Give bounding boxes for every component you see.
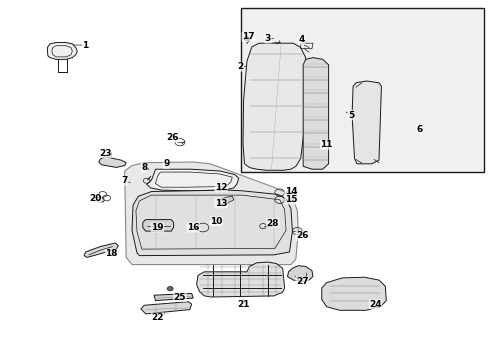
Polygon shape <box>321 277 386 310</box>
Text: 3: 3 <box>264 34 270 43</box>
Polygon shape <box>132 190 292 256</box>
Text: 11: 11 <box>320 140 332 149</box>
Text: 15: 15 <box>284 195 297 204</box>
Text: 14: 14 <box>284 187 297 196</box>
Text: 28: 28 <box>266 219 279 228</box>
Text: 5: 5 <box>347 111 353 120</box>
Polygon shape <box>243 43 306 170</box>
Text: 9: 9 <box>163 159 169 168</box>
Text: 13: 13 <box>214 199 227 208</box>
Text: 21: 21 <box>237 300 249 309</box>
Text: 7: 7 <box>121 176 128 185</box>
Circle shape <box>244 36 249 41</box>
Polygon shape <box>154 293 193 301</box>
Text: 1: 1 <box>82 40 88 49</box>
Polygon shape <box>142 220 173 231</box>
Text: 26: 26 <box>295 231 308 240</box>
Text: 22: 22 <box>151 313 163 322</box>
Polygon shape <box>196 262 284 297</box>
Polygon shape <box>141 302 191 314</box>
Text: 24: 24 <box>368 300 381 309</box>
Text: 19: 19 <box>151 223 163 232</box>
Polygon shape <box>351 81 381 164</box>
Text: 25: 25 <box>173 292 186 302</box>
Text: 26: 26 <box>165 133 178 142</box>
Text: 16: 16 <box>186 223 199 232</box>
Text: 8: 8 <box>141 163 147 172</box>
Polygon shape <box>47 42 77 59</box>
Text: 10: 10 <box>209 217 222 226</box>
Polygon shape <box>219 196 233 205</box>
Polygon shape <box>84 243 118 257</box>
Polygon shape <box>287 266 312 282</box>
Bar <box>241 8 483 172</box>
Polygon shape <box>303 58 328 169</box>
Text: 17: 17 <box>242 32 254 41</box>
Text: 12: 12 <box>214 183 227 192</box>
Text: 2: 2 <box>237 62 243 71</box>
Polygon shape <box>124 162 298 265</box>
Text: 4: 4 <box>298 35 305 44</box>
Circle shape <box>167 287 173 291</box>
Text: 23: 23 <box>99 149 111 158</box>
Text: 18: 18 <box>105 249 118 258</box>
Text: 20: 20 <box>89 194 102 203</box>
Text: 27: 27 <box>295 277 308 286</box>
Text: 6: 6 <box>416 125 422 134</box>
Polygon shape <box>99 157 126 167</box>
Polygon shape <box>146 169 238 191</box>
